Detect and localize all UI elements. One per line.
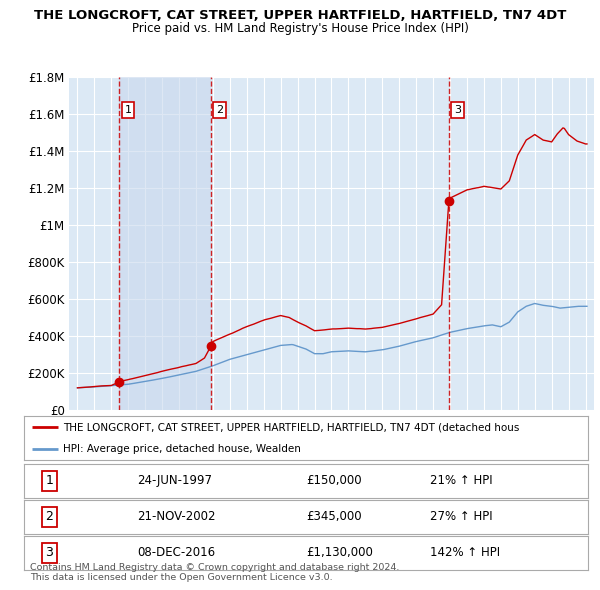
Bar (119, 77, 211, 410)
Text: 1: 1 (125, 105, 131, 115)
Text: 08-DEC-2016: 08-DEC-2016 (137, 546, 215, 559)
Text: £1,130,000: £1,130,000 (306, 546, 373, 559)
Text: Price paid vs. HM Land Registry's House Price Index (HPI): Price paid vs. HM Land Registry's House … (131, 22, 469, 35)
Text: £150,000: £150,000 (306, 474, 362, 487)
Text: £345,000: £345,000 (306, 510, 362, 523)
Text: THE LONGCROFT, CAT STREET, UPPER HARTFIELD, HARTFIELD, TN7 4DT: THE LONGCROFT, CAT STREET, UPPER HARTFIE… (34, 9, 566, 22)
Text: 3: 3 (46, 546, 53, 559)
Text: 2: 2 (216, 105, 223, 115)
Text: 24-JUN-1997: 24-JUN-1997 (137, 474, 212, 487)
Text: 3: 3 (454, 105, 461, 115)
Text: 142% ↑ HPI: 142% ↑ HPI (430, 546, 500, 559)
Text: HPI: Average price, detached house, Wealden: HPI: Average price, detached house, Weal… (64, 444, 301, 454)
Text: Contains HM Land Registry data © Crown copyright and database right 2024.
This d: Contains HM Land Registry data © Crown c… (30, 563, 400, 582)
Text: THE LONGCROFT, CAT STREET, UPPER HARTFIELD, HARTFIELD, TN7 4DT (detached hous: THE LONGCROFT, CAT STREET, UPPER HARTFIE… (64, 422, 520, 432)
Text: 2: 2 (46, 510, 53, 523)
Text: 27% ↑ HPI: 27% ↑ HPI (430, 510, 493, 523)
Text: 1: 1 (46, 474, 53, 487)
Text: 21% ↑ HPI: 21% ↑ HPI (430, 474, 493, 487)
Text: 21-NOV-2002: 21-NOV-2002 (137, 510, 215, 523)
